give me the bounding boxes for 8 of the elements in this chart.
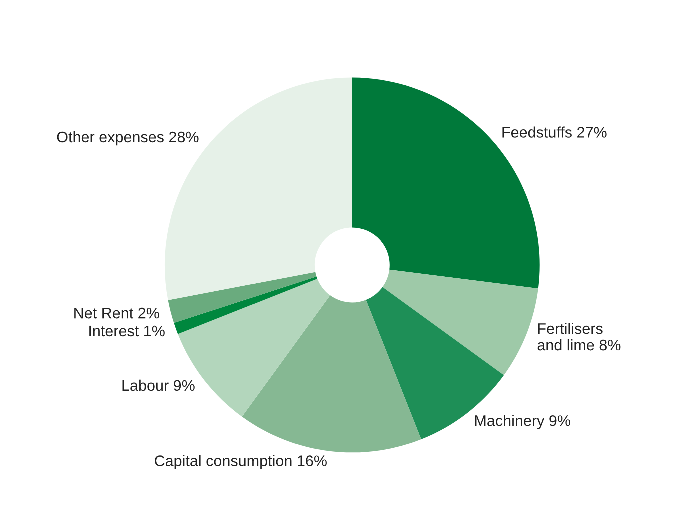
slice-label: Fertilisers and lime 8% — [538, 323, 621, 351]
slice-label: Net Rent 2% — [74, 308, 160, 319]
slice-label: Machinery 9% — [475, 415, 570, 430]
slice-label: Labour 9% — [122, 380, 195, 392]
slice-label: Other expenses 28% — [57, 131, 199, 146]
slice-label: Feedstuffs 27% — [502, 126, 607, 138]
slice-label: Interest 1% — [90, 326, 165, 337]
slice-label: Capital consumption 16% — [155, 455, 327, 470]
